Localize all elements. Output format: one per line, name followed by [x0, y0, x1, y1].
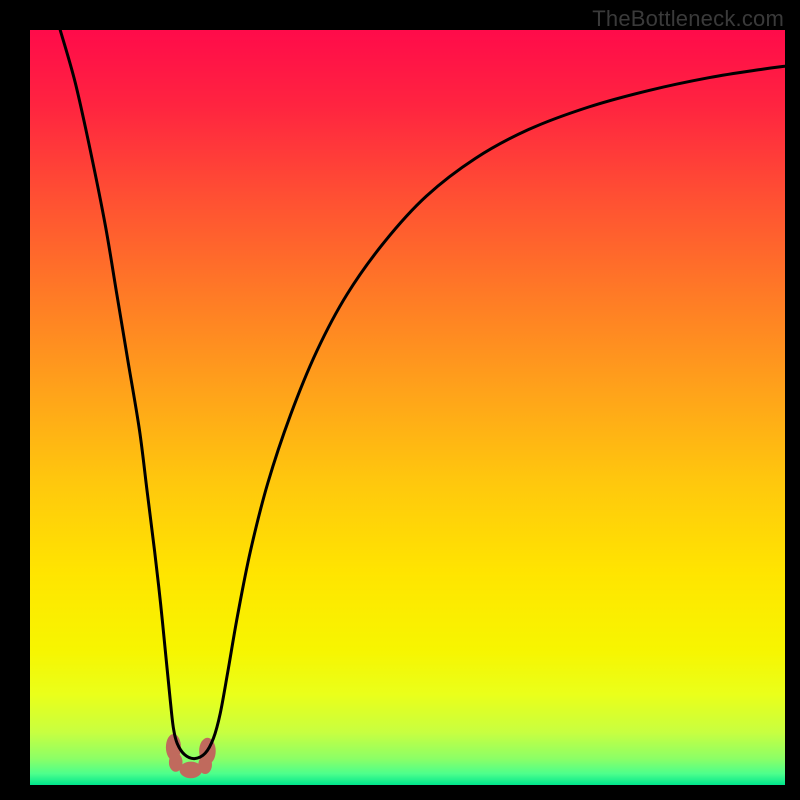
marker-blob — [179, 762, 202, 779]
plot-svg — [30, 30, 785, 785]
gradient-background — [30, 30, 785, 785]
watermark-text: TheBottleneck.com — [592, 6, 784, 32]
plot-area — [30, 30, 785, 785]
chart-container: TheBottleneck.com — [0, 0, 800, 800]
